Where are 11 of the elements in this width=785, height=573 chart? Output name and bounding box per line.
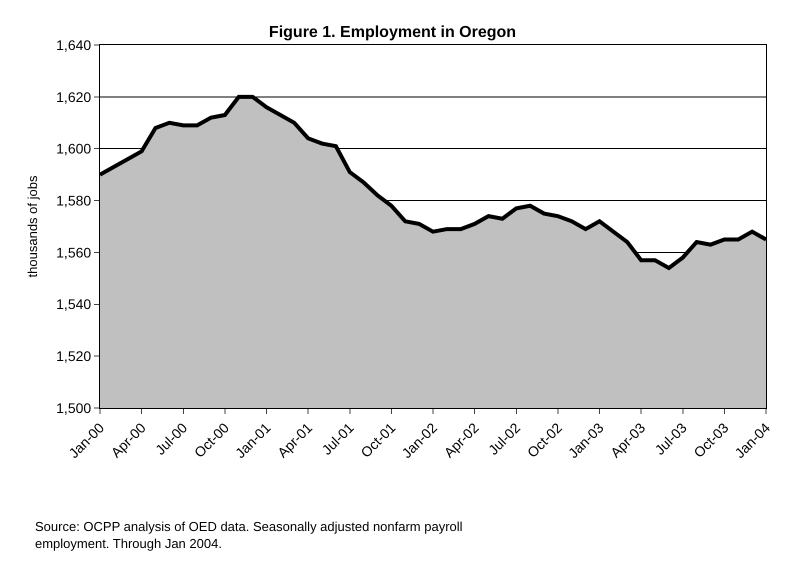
source-note: Source: OCPP analysis of OED data. Seasonally adjusted nonfarm payroll employment. Through Jan 2004. (35, 519, 463, 551)
y-tick-label: 1,520 (56, 348, 92, 364)
y-tick-label: 1,600 (56, 140, 92, 157)
y-tick-label: 1,500 (56, 400, 92, 416)
y-axis-title: thousands of jobs (25, 175, 40, 278)
y-tick-label: 1,560 (56, 244, 92, 260)
y-tick-label: 1,640 (56, 36, 92, 53)
y-tick-label: 1,620 (56, 88, 92, 105)
y-tick-label: 1,580 (56, 192, 92, 208)
chart-title: Figure 1. Employment in Oregon (268, 24, 516, 41)
y-tick-label: 1,540 (56, 296, 92, 312)
